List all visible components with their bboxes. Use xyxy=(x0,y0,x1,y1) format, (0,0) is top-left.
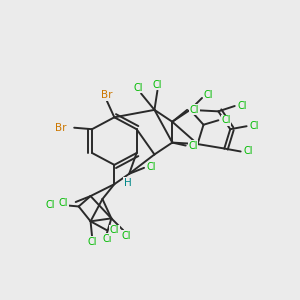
Text: Cl: Cl xyxy=(134,82,143,93)
Text: Cl: Cl xyxy=(188,140,198,151)
Text: Cl: Cl xyxy=(110,225,119,235)
Text: Cl: Cl xyxy=(122,231,131,241)
Text: Cl: Cl xyxy=(221,115,230,125)
Text: Cl: Cl xyxy=(203,90,213,100)
Text: Cl: Cl xyxy=(238,101,247,111)
Text: Cl: Cl xyxy=(190,105,199,115)
Text: Cl: Cl xyxy=(153,80,162,90)
Text: H: H xyxy=(124,178,132,188)
Text: Cl: Cl xyxy=(102,234,112,244)
Text: Cl: Cl xyxy=(59,198,68,208)
Text: Cl: Cl xyxy=(244,146,254,157)
Text: Br: Br xyxy=(101,90,113,100)
Text: Cl: Cl xyxy=(87,236,97,247)
Text: Br: Br xyxy=(55,123,67,133)
Text: Cl: Cl xyxy=(147,162,156,172)
Text: Cl: Cl xyxy=(45,200,55,210)
Text: Cl: Cl xyxy=(250,121,260,131)
